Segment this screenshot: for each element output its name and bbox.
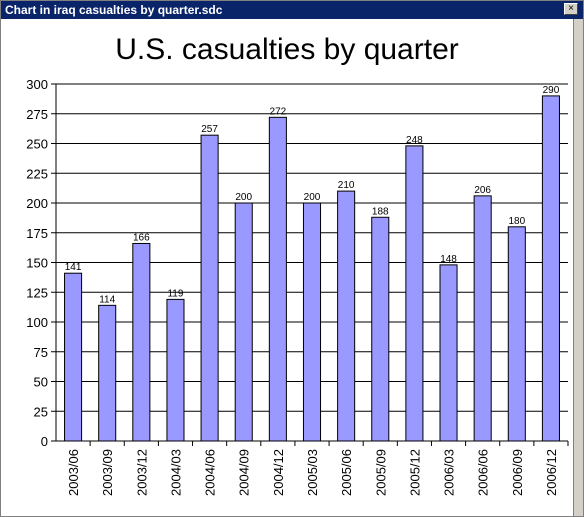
bar bbox=[132, 242, 151, 442]
y-tick-label: 275 bbox=[26, 107, 48, 122]
y-tick-label: 150 bbox=[26, 256, 48, 271]
data-label: 141 bbox=[65, 262, 82, 273]
bar bbox=[64, 272, 83, 442]
bar bbox=[541, 95, 560, 442]
data-label: 188 bbox=[372, 206, 389, 217]
bar bbox=[439, 264, 458, 442]
data-label: 200 bbox=[304, 192, 321, 203]
y-tick-label: 200 bbox=[26, 196, 48, 211]
chart-title: U.S. casualties by quarter bbox=[115, 33, 459, 66]
close-icon: × bbox=[568, 3, 574, 14]
y-tick-label: 250 bbox=[26, 137, 48, 152]
bar bbox=[302, 202, 322, 442]
x-tick-label: 2004/03 bbox=[168, 449, 183, 496]
bar bbox=[234, 202, 253, 442]
title-bar[interactable]: Chart in iraq casualties by quarter.sdc … bbox=[1, 1, 583, 19]
bar bbox=[405, 145, 424, 442]
y-tick-label: 50 bbox=[34, 375, 48, 390]
chart-area: U.S. casualties by quarter 0 25 50 75 100 125… bbox=[1, 19, 573, 516]
y-tick-label: 300 bbox=[26, 77, 48, 92]
data-label: 248 bbox=[406, 135, 423, 146]
x-tick-label: 2005/06 bbox=[339, 449, 354, 496]
data-label: 257 bbox=[201, 124, 218, 135]
bar bbox=[200, 134, 219, 442]
bar-chart: 0 25 50 75 100 125 150 175 200 225 250 275 300 141 114… bbox=[26, 77, 569, 496]
bar bbox=[473, 195, 492, 442]
bar bbox=[371, 216, 390, 442]
x-tick-label: 2005/12 bbox=[407, 449, 422, 496]
data-label: 290 bbox=[543, 85, 560, 96]
x-tick-label: 2006/03 bbox=[442, 449, 457, 496]
x-tick-label: 2003/09 bbox=[100, 449, 115, 496]
bar bbox=[98, 304, 117, 442]
x-tick-label: 2005/09 bbox=[373, 449, 388, 496]
x-tick-label: 2003/06 bbox=[66, 449, 81, 496]
data-label: 119 bbox=[167, 288, 183, 299]
data-label: 206 bbox=[474, 185, 491, 196]
data-label: 200 bbox=[235, 192, 252, 203]
data-label: 272 bbox=[270, 106, 287, 117]
y-tick-label: 0 bbox=[41, 434, 48, 449]
y-tick-label: 75 bbox=[34, 345, 48, 360]
y-tick-label: 100 bbox=[26, 315, 48, 330]
data-label: 180 bbox=[508, 216, 525, 227]
bar bbox=[507, 226, 526, 442]
x-tick-label: 2006/06 bbox=[476, 449, 491, 496]
data-label: 114 bbox=[99, 294, 115, 305]
x-tick-label: 2005/03 bbox=[305, 449, 320, 496]
x-tick-label: 2006/09 bbox=[510, 449, 525, 496]
x-tick-label: 2004/09 bbox=[237, 449, 252, 496]
x-tick-label: 2003/12 bbox=[134, 449, 149, 496]
data-label: 166 bbox=[133, 232, 150, 243]
data-label: 148 bbox=[440, 254, 457, 265]
y-tick-label: 125 bbox=[26, 285, 48, 300]
y-tick-label: 175 bbox=[26, 226, 48, 241]
close-button[interactable]: × bbox=[564, 3, 578, 15]
bar bbox=[337, 190, 356, 442]
x-tick-label: 2004/12 bbox=[271, 449, 286, 496]
x-tick-label: 2004/06 bbox=[203, 449, 218, 496]
x-tick-label: 2006/12 bbox=[544, 449, 559, 496]
vertical-scrollbar[interactable] bbox=[573, 19, 583, 516]
y-tick-label: 25 bbox=[34, 404, 48, 419]
bar bbox=[166, 298, 185, 442]
y-tick-label: 225 bbox=[26, 166, 48, 181]
data-label: 210 bbox=[338, 180, 355, 191]
bar bbox=[268, 116, 287, 442]
window-title: Chart in iraq casualties by quarter.sdc bbox=[5, 3, 223, 17]
